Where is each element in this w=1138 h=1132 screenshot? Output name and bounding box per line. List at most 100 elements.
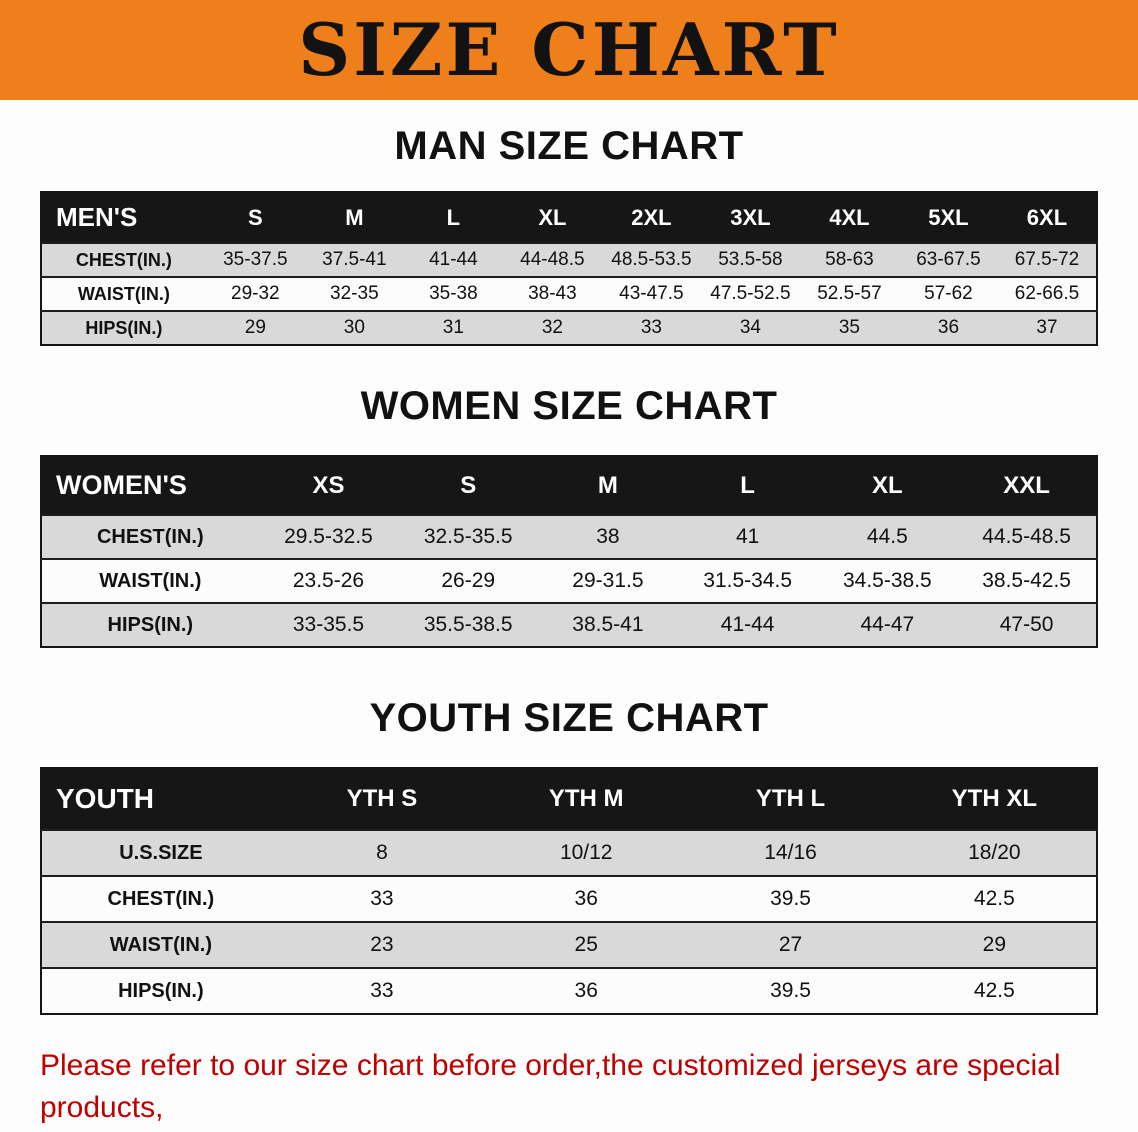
size-header-cell: YTH M: [484, 768, 689, 830]
value-cell: 41-44: [677, 602, 818, 647]
value-cell: 18/20: [892, 829, 1097, 876]
table-row: U.S.SIZE 8 10/12 14/16 18/20: [41, 829, 1097, 876]
value-cell: 26-29: [398, 558, 539, 603]
row-label-cell: WAIST(IN.): [41, 921, 280, 968]
size-header-cell: XS: [258, 456, 399, 515]
value-cell: 36: [898, 310, 998, 345]
row-label-cell: CHEST(IN.): [41, 514, 259, 559]
value-cell: 44.5-48.5: [957, 514, 1097, 559]
table-row: WAIST(IN.) 23.5-26 26-29 29-31.5 31.5-34.5 34…: [41, 558, 1097, 603]
size-header-cell: 5XL: [898, 192, 998, 243]
size-header-cell: 6XL: [997, 192, 1097, 243]
value-cell: 47.5-52.5: [700, 276, 800, 311]
value-cell: 58-63: [799, 242, 899, 277]
size-header-cell: YTH L: [688, 768, 893, 830]
women-size-chart-heading: WOMEN SIZE CHART: [360, 384, 778, 428]
women-size-table: WOMEN'S XS S M L XL XXL CHEST(IN.) 29.5-32.5 32.5…: [40, 455, 1098, 648]
value-cell: 41: [677, 514, 818, 559]
page-title: SIZE CHART: [298, 7, 840, 92]
value-cell: 57-62: [898, 276, 998, 311]
value-cell: 39.5: [688, 875, 893, 922]
row-label-cell: WAIST(IN.): [41, 276, 206, 311]
row-label-cell: HIPS(IN.): [41, 967, 280, 1014]
value-cell: 38.5-41: [538, 602, 678, 647]
value-cell: 29: [205, 310, 305, 345]
value-cell: 38: [538, 514, 678, 559]
value-cell: 33: [279, 875, 485, 922]
value-cell: 44.5: [817, 514, 958, 559]
size-header-cell: XXL: [957, 456, 1097, 515]
value-cell: 29-31.5: [538, 558, 678, 603]
value-cell: 31: [403, 310, 503, 345]
value-cell: 35: [799, 310, 899, 345]
value-cell: 32.5-35.5: [398, 514, 539, 559]
row-label-cell: WAIST(IN.): [41, 558, 259, 603]
table-title-cell: WOMEN'S: [41, 456, 259, 515]
size-header-cell: YTH S: [279, 768, 485, 830]
value-cell: 35-37.5: [205, 242, 305, 277]
value-cell: 29.5-32.5: [258, 514, 399, 559]
table-row: HIPS(IN.) 33-35.5 35.5-38.5 38.5-41 41-44 44-…: [41, 602, 1097, 647]
value-cell: 35.5-38.5: [398, 602, 539, 647]
size-header-cell: L: [677, 456, 818, 515]
value-cell: 34: [700, 310, 800, 345]
size-header-cell: 2XL: [601, 192, 701, 243]
value-cell: 32: [502, 310, 602, 345]
youth-size-table: YOUTH YTH S YTH M YTH L YTH XL U.S.SIZE 8 10/12…: [40, 767, 1098, 1015]
value-cell: 44-48.5: [502, 242, 602, 277]
size-header-cell: S: [398, 456, 539, 515]
table-row: WAIST(IN.) 23 25 27 29: [41, 921, 1097, 968]
value-cell: 33: [601, 310, 701, 345]
size-header-cell: M: [304, 192, 404, 243]
value-cell: 44-47: [817, 602, 958, 647]
value-cell: 36: [484, 967, 689, 1014]
footer-note: Please refer to our size chart before or…: [40, 1045, 1102, 1132]
value-cell: 14/16: [688, 829, 893, 876]
size-header-cell: M: [538, 456, 678, 515]
value-cell: 37: [997, 310, 1097, 345]
value-cell: 32-35: [304, 276, 404, 311]
row-label-cell: U.S.SIZE: [41, 829, 280, 876]
table-row: CHEST(IN.) 35-37.5 37.5-41 41-44 44-48.5 48.5…: [41, 242, 1097, 277]
value-cell: 38.5-42.5: [957, 558, 1097, 603]
row-label-cell: CHEST(IN.): [41, 242, 206, 277]
size-header-cell: XL: [817, 456, 958, 515]
value-cell: 63-67.5: [898, 242, 998, 277]
value-cell: 35-38: [403, 276, 503, 311]
value-cell: 62-66.5: [997, 276, 1097, 311]
table-header-row: WOMEN'S XS S M L XL XXL: [41, 456, 1097, 515]
table-row: HIPS(IN.) 29 30 31 32 33 34 35 36 37: [41, 310, 1097, 345]
table-row: CHEST(IN.) 29.5-32.5 32.5-35.5 38 41 44.5 44.5…: [41, 514, 1097, 559]
value-cell: 25: [484, 921, 689, 968]
table-title-cell: YOUTH: [41, 768, 280, 830]
size-header-cell: L: [403, 192, 503, 243]
youth-size-chart-heading: YOUTH SIZE CHART: [369, 696, 769, 740]
value-cell: 23.5-26: [258, 558, 399, 603]
value-cell: 41-44: [403, 242, 503, 277]
table-row: WAIST(IN.) 29-32 32-35 35-38 38-43 43-47.5 47.…: [41, 276, 1097, 311]
table-header-row: YOUTH YTH S YTH M YTH L YTH XL: [41, 768, 1097, 830]
value-cell: 42.5: [892, 875, 1097, 922]
value-cell: 31.5-34.5: [677, 558, 818, 603]
table-row: CHEST(IN.) 33 36 39.5 42.5: [41, 875, 1097, 922]
value-cell: 33-35.5: [258, 602, 399, 647]
size-header-cell: YTH XL: [892, 768, 1097, 830]
row-label-cell: HIPS(IN.): [41, 602, 259, 647]
value-cell: 43-47.5: [601, 276, 701, 311]
value-cell: 38-43: [502, 276, 602, 311]
size-header-cell: 3XL: [700, 192, 800, 243]
value-cell: 30: [304, 310, 404, 345]
value-cell: 10/12: [484, 829, 689, 876]
value-cell: 47-50: [957, 602, 1097, 647]
table-header-row: MEN'S S M L XL 2XL 3XL 4XL 5XL 6XL: [41, 192, 1097, 243]
table-title-cell: MEN'S: [41, 192, 206, 243]
banner: SIZE CHART: [0, 0, 1138, 100]
value-cell: 67.5-72: [997, 242, 1097, 277]
footer-line-1: Please refer to our size chart before or…: [40, 1049, 1061, 1124]
value-cell: 29: [892, 921, 1097, 968]
value-cell: 29-32: [205, 276, 305, 311]
value-cell: 52.5-57: [799, 276, 899, 311]
value-cell: 34.5-38.5: [817, 558, 958, 603]
size-header-cell: S: [205, 192, 305, 243]
